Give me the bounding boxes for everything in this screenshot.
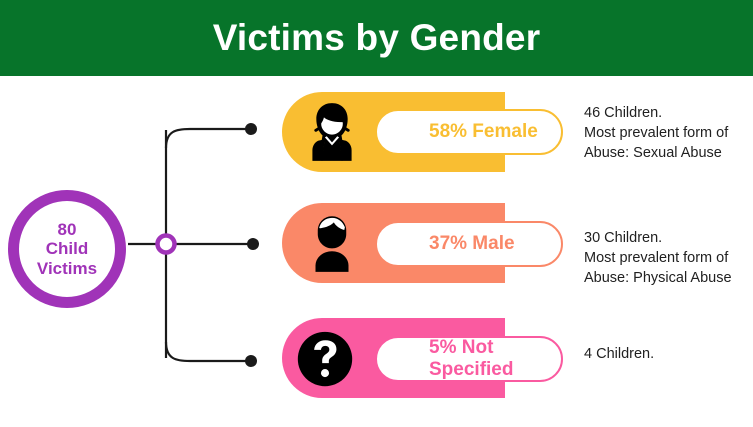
pill-female: 58% Female [375,109,563,155]
pill-label-male: 37% Male [429,233,515,254]
female-avatar-icon [296,96,368,168]
pill-label-female: 58% Female [429,121,538,142]
connector-branch-female [164,127,247,149]
branch-node-ring [155,233,177,255]
total-victims-circle: 80 Child Victims [8,190,126,308]
total-victims-label-line2: Victims [36,258,98,278]
pill-male: 37% Male [375,221,563,267]
total-victims-count: 80 [57,220,77,240]
male-avatar-icon [296,207,368,279]
question-mark-icon [294,328,356,390]
page-title: Victims by Gender [212,17,541,58]
branch-dot-female [245,123,257,135]
header-banner: Victims by Gender [0,0,753,76]
detail-female: 46 Children. Most prevalent form of Abus… [584,105,729,161]
pill-not-specified: 5% Not Specified [375,336,563,382]
pill-label-not-specified: 5% Not Specified [429,337,514,380]
branch-dot-male [247,238,259,250]
connector-branch-not-specified [164,341,247,363]
total-victims-label-line1: Child [45,239,89,259]
branch-dot-not-specified [245,355,257,367]
detail-male: 30 Children. Most prevalent form of Abus… [584,230,732,286]
detail-not-specified: 4 Children. [584,346,655,362]
